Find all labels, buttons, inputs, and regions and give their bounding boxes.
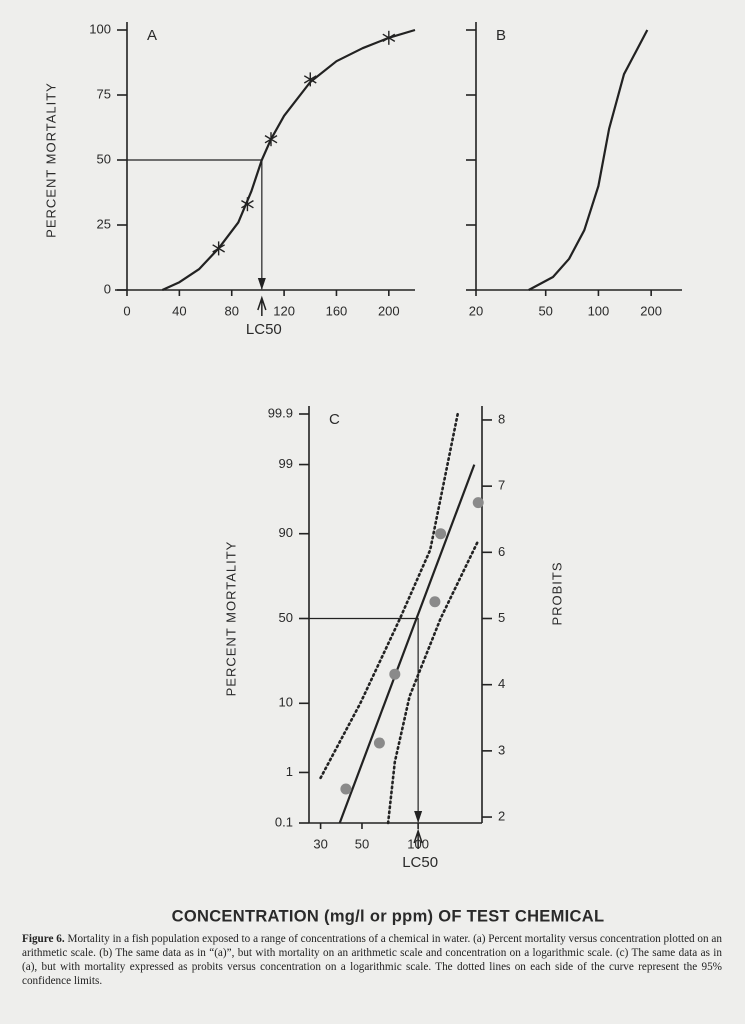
arrowhead [257, 278, 266, 290]
y-tick-label: 25 [97, 216, 111, 231]
lc50-label: LC50 [246, 321, 282, 338]
x-tick-label: 200 [378, 303, 400, 318]
caption: Figure 6. Mortality in a fish population… [22, 932, 722, 988]
data-point [241, 197, 254, 212]
panel-label: A [147, 27, 157, 44]
x-tick-label: 40 [172, 303, 186, 318]
y2-tick-label: 7 [498, 478, 505, 493]
y-tick-label: 0 [104, 281, 111, 296]
data-point [373, 737, 385, 749]
y2-tick-label: 8 [498, 411, 505, 426]
caption-label: Figure 6. [22, 933, 65, 945]
x-tick-label: 20 [469, 303, 483, 318]
series-line [528, 29, 649, 291]
x-tick-label: 0 [123, 303, 130, 318]
caption-text: Mortality in a fish population exposed t… [22, 933, 722, 987]
y2-tick-label: 4 [498, 676, 505, 691]
data-point [303, 72, 317, 87]
data-point [382, 30, 396, 45]
lc50-arrow [413, 828, 423, 849]
star-stroke [212, 244, 225, 253]
panel-label: B [496, 27, 506, 44]
y-tick-label: 99 [279, 456, 293, 471]
data-point [264, 132, 278, 147]
lc50-marker [309, 617, 423, 823]
y-axis-title: PERCENT MORTALITY [223, 541, 238, 697]
data-point [340, 783, 352, 795]
x-tick-label: 50 [538, 303, 552, 318]
y-tick-label: 100 [89, 21, 111, 36]
y2-axis-title: PROBITS [549, 561, 564, 625]
x-axis-title: CONCENTRATION (mg/l or ppm) OF TEST CHEM… [172, 907, 605, 925]
lc50-guide [127, 159, 263, 289]
y2-tick-label: 2 [498, 808, 505, 823]
y-tick-label: 90 [279, 525, 293, 540]
series-line [319, 412, 459, 780]
data-point [212, 241, 225, 256]
series-line [338, 464, 476, 824]
panel-label: C [329, 411, 340, 428]
y-tick-label: 10 [279, 695, 293, 710]
x-tick-label: 50 [355, 836, 369, 851]
series-line [386, 539, 480, 825]
y-tick-label: 75 [97, 86, 111, 101]
x-tick-label: 120 [273, 303, 295, 318]
y-tick-label: 50 [97, 151, 111, 166]
y-tick-label: 0.1 [275, 814, 293, 829]
x-tick-label: 200 [640, 303, 662, 318]
data-point [429, 596, 441, 608]
x-tick-label: 160 [326, 303, 348, 318]
lc50-arrow [257, 295, 267, 316]
figure: CONCENTRATION (mg/l or ppm) OF TEST CHEM… [43, 21, 682, 925]
y2-tick-label: 5 [498, 610, 505, 625]
x-tick-label: 100 [588, 303, 610, 318]
data-point [472, 497, 484, 509]
x-tick-label: 30 [313, 836, 327, 851]
data-point [389, 668, 401, 680]
lc50-label: LC50 [402, 854, 438, 871]
x-tick-label: 80 [224, 303, 238, 318]
series-line [161, 28, 416, 292]
y2-tick-label: 6 [498, 544, 505, 559]
arrowhead [414, 811, 423, 823]
lc50-guide [309, 617, 419, 822]
y-axis-title: PERCENT MORTALITY [43, 82, 58, 238]
y-tick-label: 99.9 [268, 405, 293, 420]
star-stroke [382, 33, 396, 43]
y-tick-label: 50 [279, 610, 293, 625]
star-stroke [264, 134, 278, 144]
y-tick-label: 1 [286, 764, 293, 779]
y2-tick-label: 3 [498, 742, 505, 757]
data-point [435, 528, 447, 540]
star-stroke [241, 199, 254, 209]
star-stroke [303, 75, 317, 84]
